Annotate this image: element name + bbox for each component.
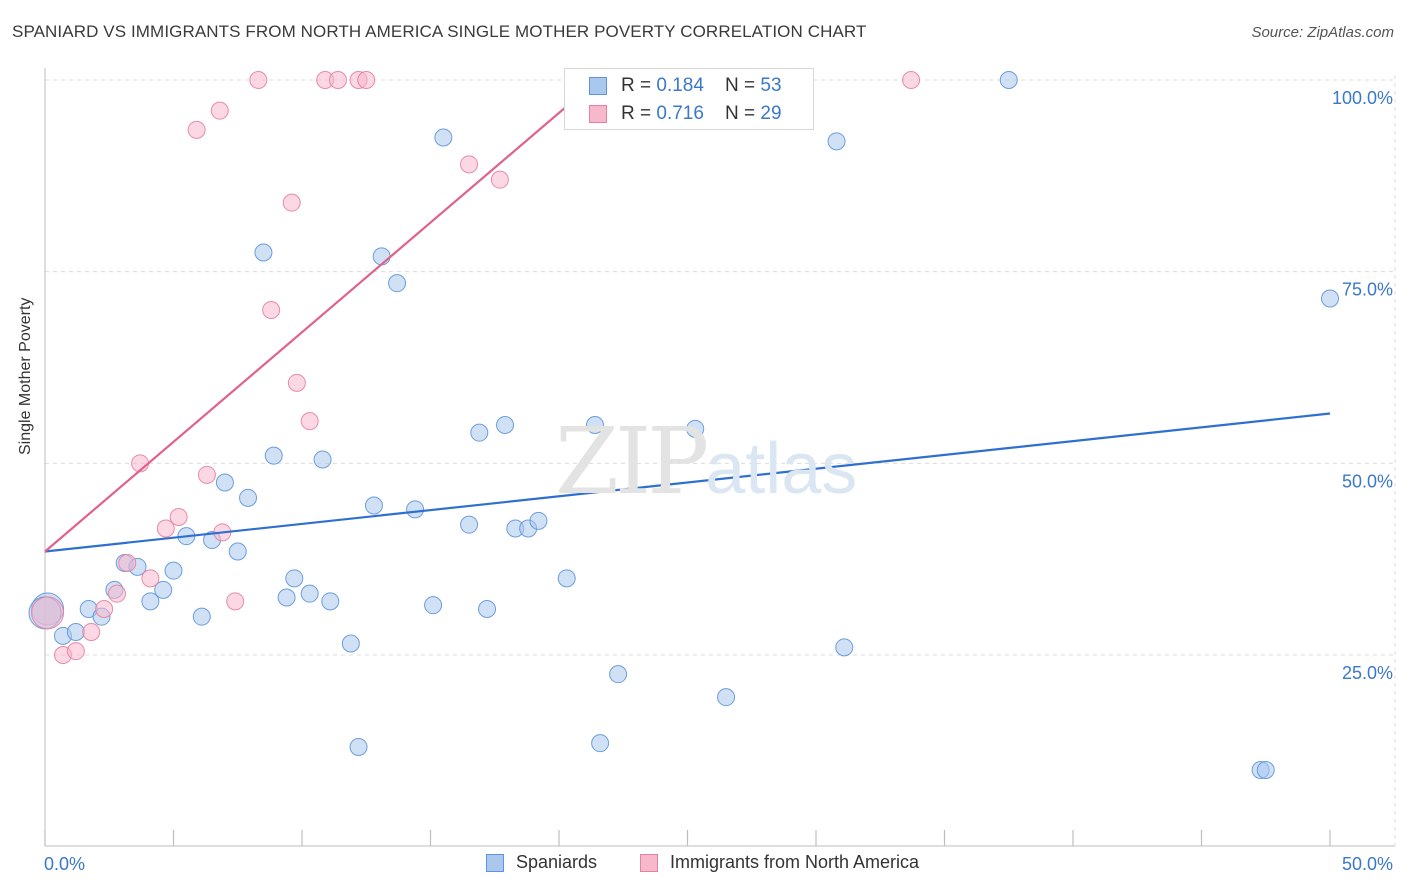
spaniards-point xyxy=(341,634,360,653)
legend-label-immigrants: Immigrants from North America xyxy=(670,852,920,872)
immigrants-point xyxy=(490,170,509,189)
spaniards-point xyxy=(300,584,319,603)
spaniards-point xyxy=(434,128,453,147)
trend-lines xyxy=(44,79,1331,553)
correlation-legend: R = 0.184 N = 53 R = 0.716 N = 29 xyxy=(564,68,814,130)
r-label: R = xyxy=(621,75,657,96)
spaniards-point xyxy=(460,515,479,534)
n-label: N = xyxy=(725,75,761,96)
spaniards-point xyxy=(529,511,548,530)
spaniards-point xyxy=(999,71,1018,89)
y-tick-label: 25.0% xyxy=(1342,663,1393,683)
immigrants-point xyxy=(187,120,206,139)
immigrants-points xyxy=(31,71,921,664)
immigrants-point xyxy=(156,519,175,538)
spaniards-point xyxy=(1321,289,1339,308)
y-axis-label: Single Mother Poverty xyxy=(17,297,34,455)
spaniards-point xyxy=(686,419,705,438)
spaniards-point xyxy=(164,561,183,580)
immigrants-point xyxy=(282,193,301,212)
immigrants-point xyxy=(118,554,137,572)
spaniards-point xyxy=(254,243,273,262)
immigrants-point xyxy=(287,373,306,392)
spaniards-point xyxy=(264,446,283,465)
legend-swatch-blue xyxy=(486,854,504,872)
legend-swatch-pink xyxy=(589,105,607,123)
spaniards-point xyxy=(496,416,515,434)
spaniards-point xyxy=(609,665,628,684)
immigrants-point xyxy=(249,71,268,89)
r-value: 0.716 xyxy=(656,103,704,124)
spaniards-point xyxy=(835,638,854,657)
spaniards-point xyxy=(1256,761,1275,779)
y-tick-label: 100.0% xyxy=(1332,88,1393,108)
r-label: R = xyxy=(621,103,657,124)
spaniards-point xyxy=(192,607,211,626)
spaniards-point xyxy=(717,688,736,707)
immigrants-point xyxy=(460,155,479,174)
watermark: ZIPatlas xyxy=(555,408,857,515)
immigrants-point xyxy=(328,71,347,89)
spaniards-point xyxy=(478,600,497,618)
immigrants-point xyxy=(66,642,85,661)
spaniards-point xyxy=(215,473,234,492)
immigrants-point xyxy=(226,592,245,611)
immigrants-trend-line xyxy=(44,79,599,553)
spaniards-point xyxy=(585,416,604,434)
immigrants-point xyxy=(107,584,126,603)
spaniards-point xyxy=(228,542,247,561)
spaniards-point xyxy=(424,596,443,615)
immigrants-point xyxy=(197,465,216,484)
tick-labels: 100.0% 75.0% 50.0% 25.0% 0.0% 50.0% xyxy=(44,88,1393,874)
spaniards-point xyxy=(406,500,425,519)
spaniards-point xyxy=(154,580,173,599)
immigrants-point xyxy=(82,623,101,641)
spaniards-trend-line xyxy=(44,412,1331,553)
immigrants-point xyxy=(95,600,114,618)
spaniards-point xyxy=(591,734,610,753)
spaniards-point xyxy=(321,592,340,611)
n-label: N = xyxy=(725,103,761,124)
legend-swatch-blue xyxy=(589,77,607,95)
y-tick-label: 50.0% xyxy=(1342,471,1393,491)
chart-title: SPANIARD VS IMMIGRANTS FROM NORTH AMERIC… xyxy=(12,22,867,41)
spaniards-point xyxy=(349,738,368,756)
immigrants-point xyxy=(31,596,65,630)
immigrants-point xyxy=(141,569,160,588)
immigrants-point xyxy=(210,101,229,120)
immigrants-point xyxy=(262,301,281,319)
spaniards-point xyxy=(239,488,258,507)
r-value: 0.184 xyxy=(656,75,704,96)
immigrants-point xyxy=(902,71,921,89)
immigrants-point xyxy=(357,71,376,89)
spaniards-point xyxy=(277,588,296,607)
chart-source: Source: ZipAtlas.com xyxy=(1251,24,1394,41)
x-tick-label: 0.0% xyxy=(44,854,85,874)
axes xyxy=(44,68,1395,847)
spaniards-point xyxy=(372,247,391,266)
y-tick-label: 75.0% xyxy=(1342,280,1393,300)
spaniards-point xyxy=(141,592,160,611)
x-tick-label: 50.0% xyxy=(1342,854,1393,874)
spaniards-point xyxy=(364,496,383,515)
n-value: 53 xyxy=(760,75,782,96)
watermark-atlas: atlas xyxy=(705,429,858,509)
legend-swatch-pink xyxy=(640,854,658,872)
n-value: 29 xyxy=(760,103,782,124)
spaniards-point xyxy=(388,274,407,293)
legend-label-spaniards: Spaniards xyxy=(516,852,598,872)
immigrants-point xyxy=(300,412,319,431)
spaniards-points xyxy=(28,71,1339,779)
series-legend: Spaniards Immigrants from North America xyxy=(0,852,1406,878)
spaniards-point xyxy=(827,132,846,151)
spaniards-point xyxy=(470,423,489,442)
spaniards-point xyxy=(285,569,304,588)
watermark-zip: ZIP xyxy=(555,408,709,515)
spaniards-point xyxy=(313,450,332,469)
immigrants-point xyxy=(169,508,188,526)
spaniards-point xyxy=(557,569,576,588)
spaniards-point xyxy=(66,623,85,641)
